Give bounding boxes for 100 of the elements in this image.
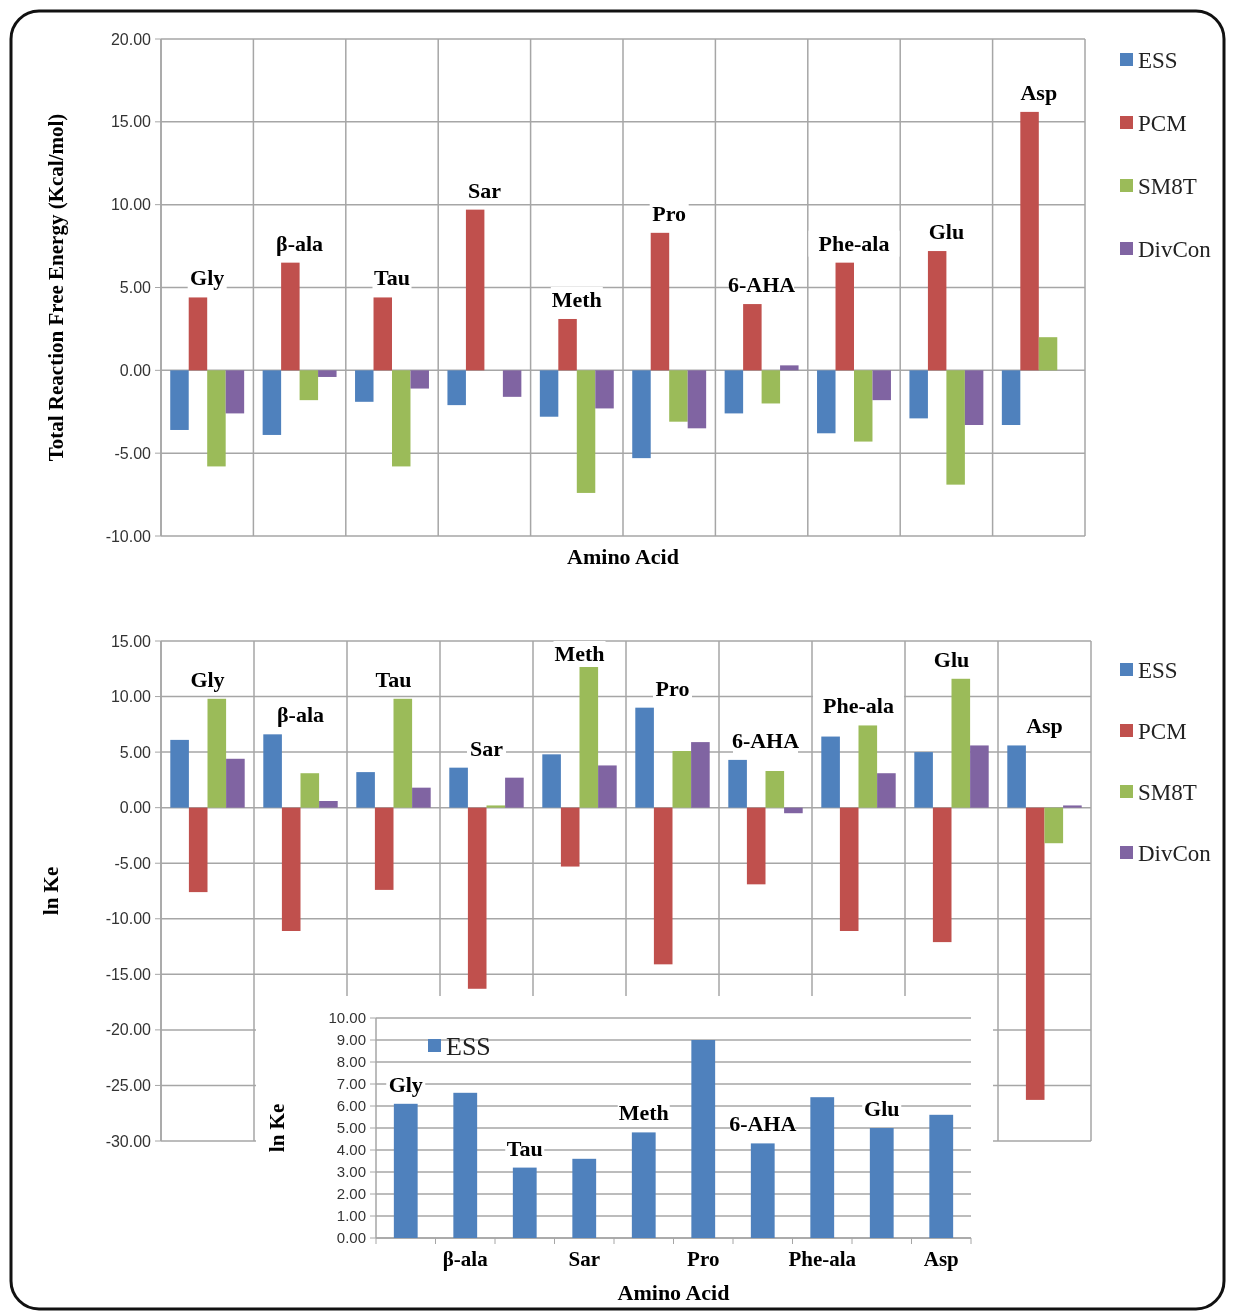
bar	[598, 765, 617, 808]
y-axis-title: ln Ke	[265, 1103, 289, 1153]
bar	[300, 773, 320, 808]
bar	[1020, 111, 1039, 371]
x-axis-title: Amino Acid	[617, 1280, 730, 1305]
legend-label: ESS	[1138, 48, 1178, 74]
y-tick-label: -30.00	[105, 1132, 152, 1150]
bar	[207, 370, 226, 467]
x-tick-label: Phe-ala	[788, 1247, 857, 1271]
x-tick-label: 6-AHA	[731, 727, 800, 753]
bar	[810, 1097, 835, 1238]
legend-label: ESS	[446, 1032, 491, 1062]
bar	[854, 370, 873, 442]
legend-label: SM8T	[1138, 780, 1197, 806]
x-tick-label: β-ala	[276, 230, 324, 256]
bar	[356, 772, 375, 808]
y-tick-label: 4.00	[336, 1141, 366, 1159]
x-tick-label: Phe-ala	[818, 230, 890, 256]
bar	[1063, 805, 1082, 808]
x-tick-label: Tau	[506, 1135, 543, 1161]
y-tick-label: -5.00	[114, 444, 152, 462]
x-tick-label: Phe-ala	[823, 693, 894, 719]
bar	[539, 370, 559, 417]
bar	[743, 304, 762, 371]
bar	[486, 805, 506, 808]
y-tick-label: -10.00	[105, 527, 152, 545]
y-tick-label: 5.00	[336, 1119, 366, 1137]
legend-label: SM8T	[1138, 174, 1197, 200]
y-tick-label: 10.00	[328, 1009, 366, 1027]
bar	[355, 370, 374, 402]
bar	[576, 370, 596, 493]
bar	[558, 318, 577, 371]
y-tick-label: 1.00	[336, 1207, 366, 1225]
y-tick-label: 10.00	[110, 688, 152, 706]
x-tick-label: Meth	[551, 286, 602, 312]
bar	[821, 736, 840, 808]
bar	[465, 209, 485, 371]
bar	[188, 297, 208, 371]
y-tick-label: 7.00	[336, 1075, 366, 1093]
bar	[1038, 337, 1058, 371]
bar	[929, 1114, 954, 1238]
y-tick-label: 20.00	[110, 30, 152, 48]
x-tick-label: Meth	[554, 641, 605, 666]
x-tick-label: Meth	[618, 1100, 669, 1126]
y-tick-label: -25.00	[105, 1077, 152, 1095]
bar	[299, 370, 319, 401]
x-tick-label: Gly	[190, 265, 225, 291]
bar	[869, 1128, 894, 1238]
bar	[207, 698, 227, 808]
x-tick-label: Glu	[928, 219, 965, 245]
x-tick-label: Sar	[467, 177, 502, 203]
x-tick-label: 6-AHA	[729, 1111, 797, 1137]
bar	[672, 751, 692, 808]
bar	[392, 370, 411, 467]
y-tick-label: 3.00	[336, 1163, 366, 1181]
y-tick-label: 15.00	[110, 113, 152, 131]
y-tick-label: 2.00	[336, 1185, 366, 1203]
bar	[1007, 745, 1026, 808]
bar	[572, 1158, 597, 1238]
bar	[784, 807, 803, 814]
y-tick-label: 8.00	[336, 1053, 366, 1071]
bar	[262, 370, 282, 435]
x-tick-label: Asp	[1020, 79, 1058, 105]
bar	[318, 370, 337, 377]
bar	[281, 807, 301, 931]
bar	[373, 297, 392, 371]
bar	[225, 370, 245, 414]
x-tick-label: Gly	[190, 666, 225, 692]
x-tick-label: β-ala	[442, 1247, 489, 1271]
bar	[412, 787, 431, 808]
bar	[393, 1103, 418, 1238]
bar	[653, 807, 673, 965]
legend-label: PCM	[1138, 719, 1187, 745]
bar	[263, 734, 282, 808]
y-tick-label: 5.00	[119, 743, 152, 761]
x-tick-label: Sar	[568, 1247, 600, 1271]
bar	[595, 370, 614, 409]
bar	[746, 807, 766, 885]
y-tick-label: 0.00	[119, 799, 152, 817]
bar	[512, 1167, 537, 1238]
bar	[687, 370, 707, 429]
x-tick-label: Pro	[687, 1247, 720, 1271]
bar	[579, 666, 599, 808]
legend-label: ESS	[1138, 658, 1178, 684]
bar	[319, 801, 338, 808]
legend-label: DivCon	[1138, 237, 1212, 263]
bar	[839, 807, 859, 931]
x-tick-label: Glu	[864, 1096, 900, 1121]
y-tick-label: -5.00	[114, 854, 152, 872]
bar	[393, 698, 413, 808]
y-tick-label: 10.00	[110, 196, 152, 214]
bar	[453, 1092, 478, 1238]
bar	[170, 370, 189, 430]
bar	[635, 707, 654, 808]
x-tick-label: Asp	[923, 1247, 959, 1271]
bar	[932, 807, 952, 943]
y-tick-label: -10.00	[105, 910, 152, 928]
bar	[1025, 807, 1045, 1100]
legend-label: PCM	[1138, 111, 1187, 137]
bar	[761, 370, 781, 404]
